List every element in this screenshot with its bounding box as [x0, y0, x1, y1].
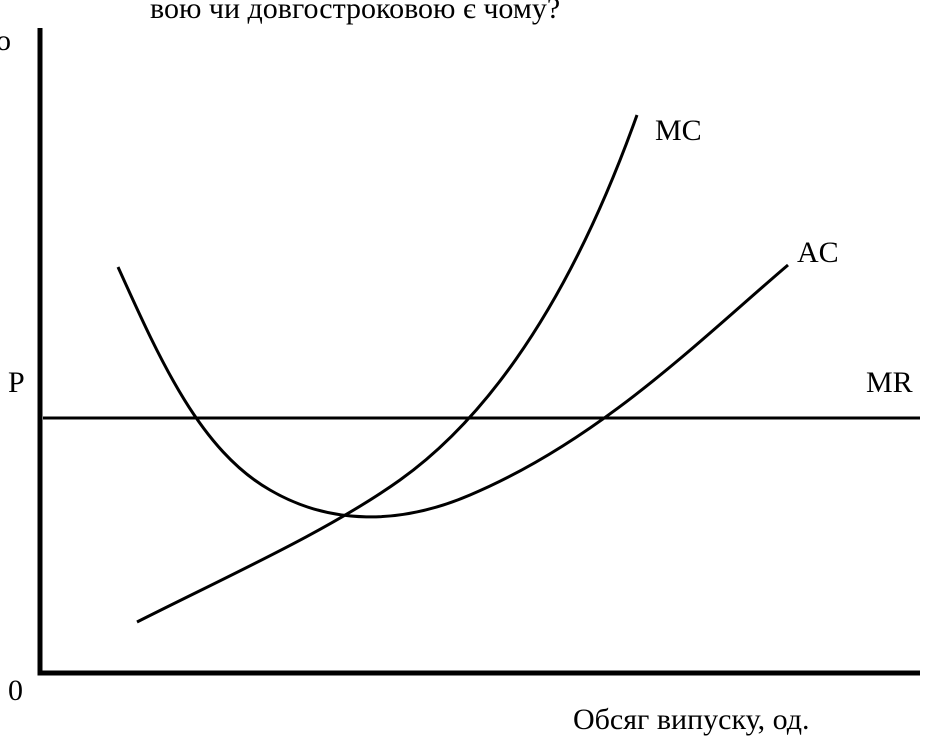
axes: [37, 28, 920, 676]
price-label: P: [8, 366, 25, 399]
mr-label: MR: [866, 366, 913, 399]
x-axis-label: Обсяг випуску, од.: [573, 703, 809, 736]
ac-curve: [116, 263, 789, 519]
mc-label: MC: [655, 114, 702, 147]
header-text: вою чи довгостроковою є чому?: [150, 0, 560, 25]
origin-label: 0: [8, 674, 23, 707]
ac-label: AC: [797, 236, 839, 269]
mc-curve: [136, 114, 639, 624]
y-axis-label: о: [0, 24, 11, 57]
